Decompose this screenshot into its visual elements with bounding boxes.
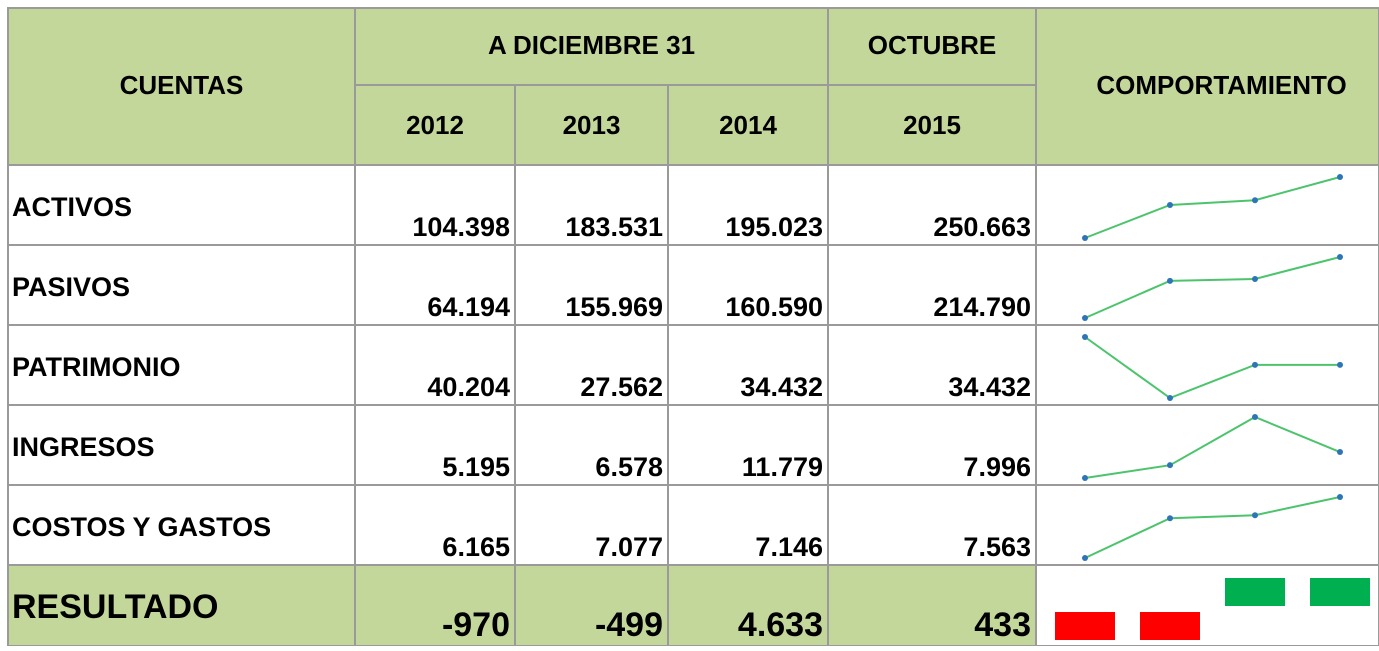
win-loss-bar <box>1225 578 1285 606</box>
cell <box>827 84 1037 166</box>
sparkline-point <box>1167 515 1173 522</box>
cell <box>667 84 829 166</box>
cell <box>7 564 356 647</box>
sparkline <box>1084 176 1341 239</box>
sparkline-point <box>1082 475 1088 481</box>
cell <box>667 564 829 647</box>
cell-value: 64.194 <box>427 292 510 322</box>
row-label: ACTIVOS <box>12 192 132 222</box>
cell-value: 195.023 <box>725 212 823 242</box>
sparkline-point <box>1167 201 1173 208</box>
cell <box>514 244 669 326</box>
result-value: -499 <box>595 606 663 644</box>
year-label: 2014 <box>719 110 777 140</box>
cell <box>514 164 669 246</box>
cell-value: 183.531 <box>565 212 663 242</box>
cell <box>7 484 356 566</box>
sparkline-point <box>1337 254 1343 260</box>
win-loss-bar <box>1140 612 1200 640</box>
cell <box>354 7 829 86</box>
sparkline-point <box>1252 275 1258 282</box>
header-label: CUENTAS <box>120 70 244 100</box>
sparkline-point <box>1167 395 1173 401</box>
cell <box>7 7 356 166</box>
win-loss-bar <box>1055 612 1115 640</box>
cell <box>827 484 1037 566</box>
cell <box>1035 7 1379 166</box>
cell <box>7 404 356 486</box>
cell <box>354 164 516 246</box>
cell-value: 34.432 <box>948 372 1031 402</box>
sparkline-point <box>1082 235 1088 241</box>
result-value: 433 <box>974 606 1031 644</box>
cell <box>667 244 829 326</box>
cell-value: 34.432 <box>740 372 823 402</box>
sparkline-point <box>1167 462 1173 469</box>
cell-value: 160.590 <box>725 292 823 322</box>
cell-value: 5.195 <box>442 452 510 482</box>
year-label: 2012 <box>406 110 464 140</box>
sparkline-point <box>1337 494 1343 500</box>
cell-value: 6.578 <box>595 452 663 482</box>
sparkline-point <box>1337 361 1343 368</box>
cell-value: 104.398 <box>412 212 510 242</box>
row-label: PASIVOS <box>12 272 130 302</box>
cell-value: 11.779 <box>742 452 823 482</box>
cell <box>667 164 829 246</box>
sparkline-point <box>1337 174 1343 180</box>
sparkline-point <box>1082 555 1088 561</box>
cell-value: 155.969 <box>565 292 663 322</box>
cell <box>354 404 516 486</box>
row-label: COSTOS Y GASTOS <box>12 512 271 542</box>
cell <box>354 564 516 647</box>
win-loss-bar <box>1310 578 1370 606</box>
cell <box>827 244 1037 326</box>
year-label: 2013 <box>563 110 621 140</box>
result-value: 4.633 <box>738 606 823 644</box>
cell <box>7 324 356 406</box>
sparkline-point <box>1252 512 1258 519</box>
cell <box>1035 164 1379 246</box>
row-label: INGRESOS <box>12 432 155 462</box>
cell-value: 7.996 <box>963 452 1031 482</box>
result-label: RESULTADO <box>12 588 219 626</box>
cell <box>7 244 356 326</box>
cell <box>827 7 1037 86</box>
sparkline <box>1084 336 1340 400</box>
sparkline-point <box>1252 197 1258 204</box>
sparkline-point <box>1337 449 1343 456</box>
cell <box>827 564 1037 647</box>
sparkline-point <box>1082 315 1088 321</box>
year-label: 2015 <box>903 110 961 140</box>
header-label: A DICIEMBRE 31 <box>488 30 695 60</box>
cell-value: 40.204 <box>427 372 510 402</box>
sparkline-point <box>1167 277 1173 284</box>
sparkline <box>1084 496 1341 559</box>
cell-value: 214.790 <box>933 292 1031 322</box>
cell-value: 7.077 <box>595 532 663 562</box>
sparkline-point <box>1252 414 1258 420</box>
cell-value: 6.165 <box>442 532 510 562</box>
result-value: -970 <box>442 606 510 644</box>
cell <box>354 84 516 166</box>
cell <box>1035 484 1379 566</box>
sparkline-point <box>1252 361 1258 368</box>
sparkline-point <box>1082 334 1088 340</box>
cell-value: 27.562 <box>580 372 663 402</box>
header-label: OCTUBRE <box>868 30 997 60</box>
cell <box>827 164 1037 246</box>
cell-value: 7.146 <box>755 532 823 562</box>
row-label: PATRIMONIO <box>12 352 181 382</box>
sparkline <box>1084 256 1341 319</box>
cell-value: 250.663 <box>933 212 1031 242</box>
cell <box>827 404 1037 486</box>
header-label: COMPORTAMIENTO <box>1096 70 1346 100</box>
sparkline <box>1084 415 1341 479</box>
cell <box>514 84 669 166</box>
cell-value: 7.563 <box>963 532 1031 562</box>
cell <box>1035 244 1379 326</box>
cell <box>667 324 829 406</box>
